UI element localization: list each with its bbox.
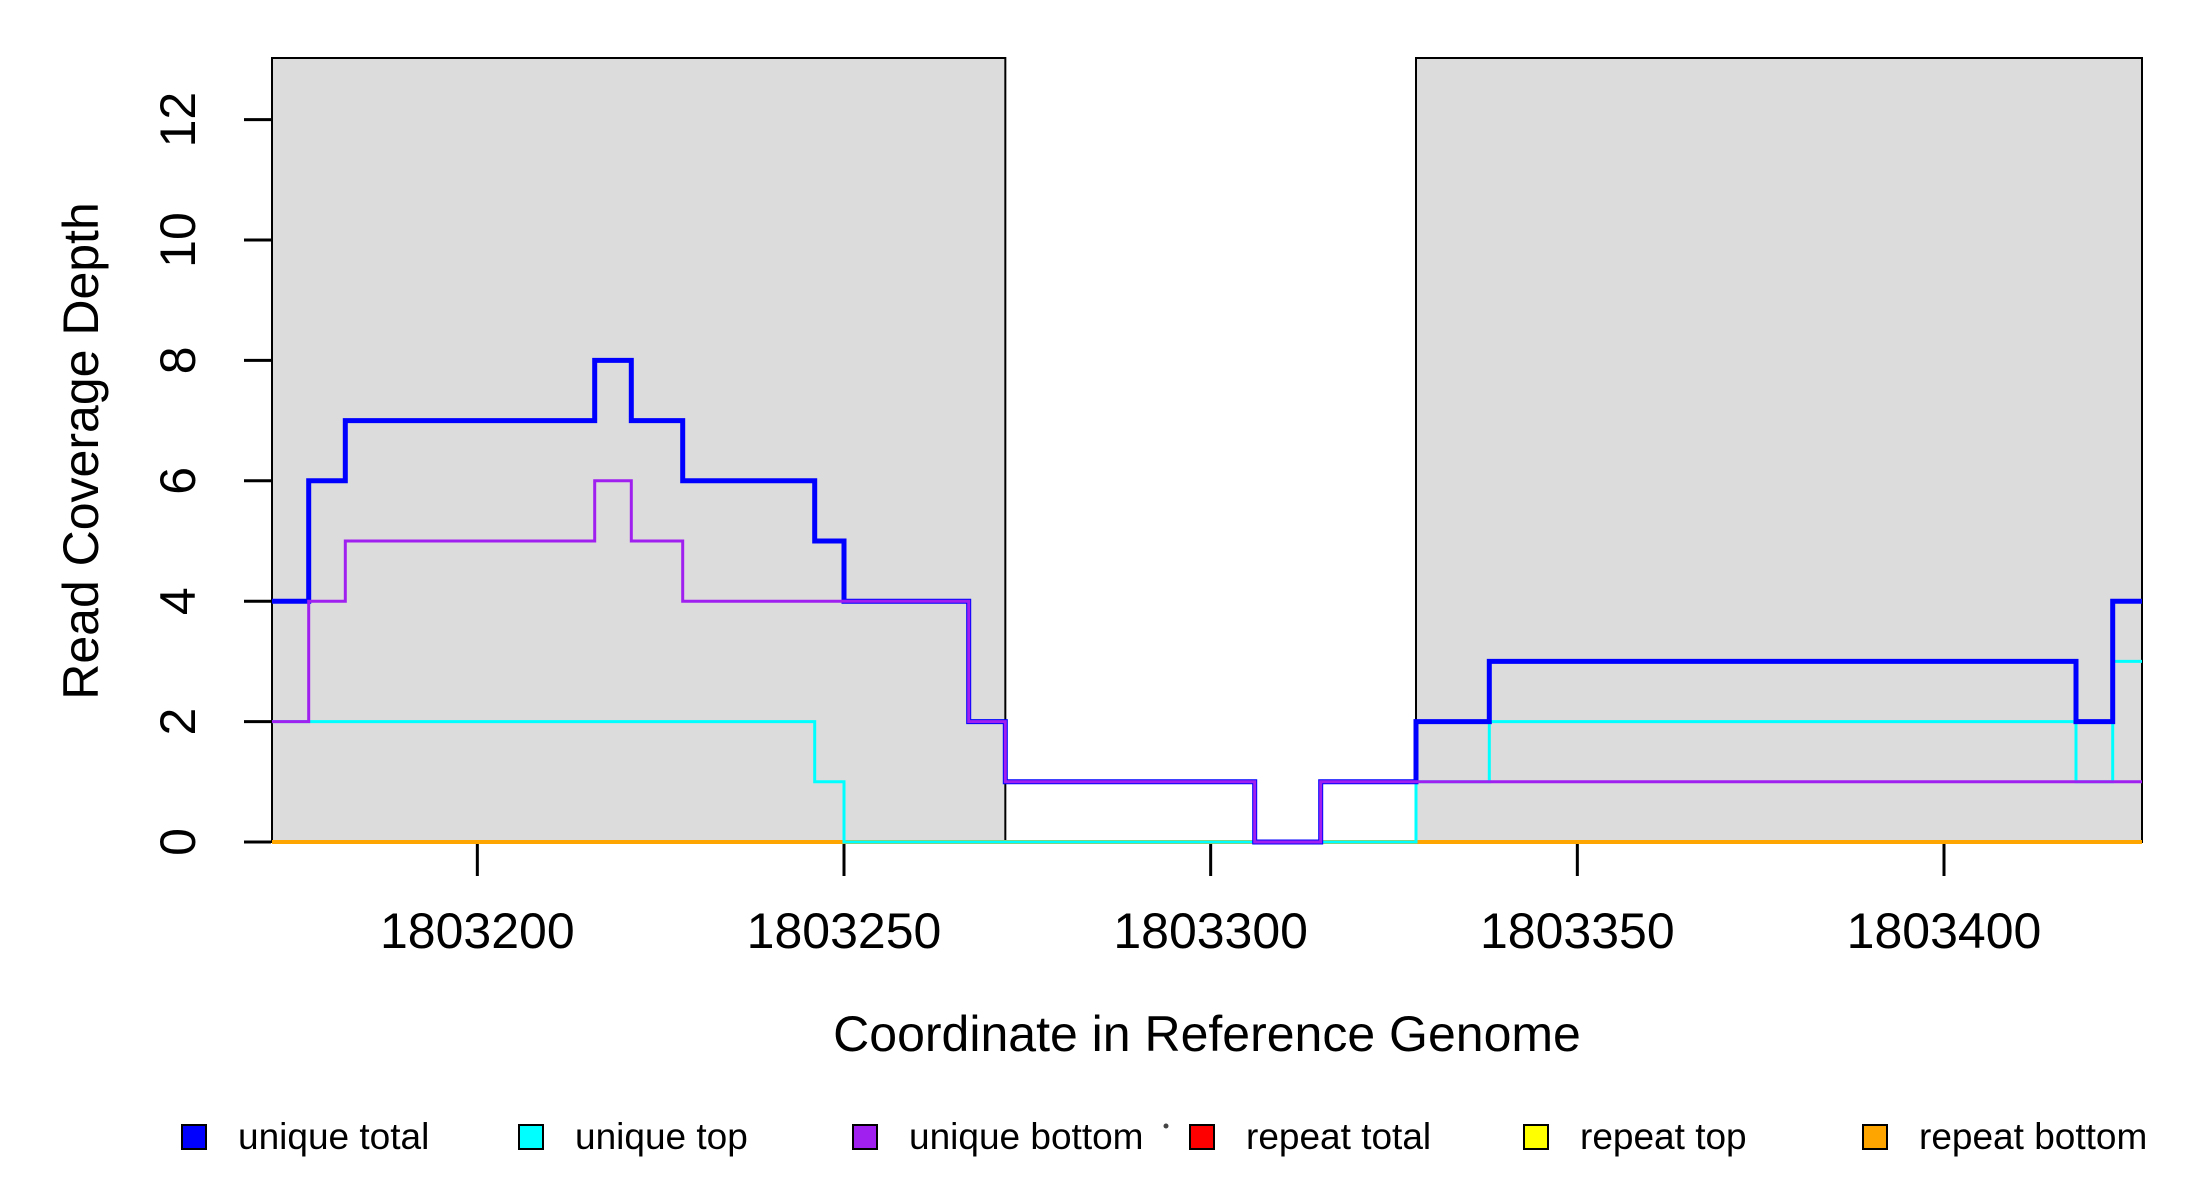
repeat-top-swatch-icon <box>1523 1124 1549 1150</box>
x-tick-label: 1803400 <box>1847 903 2042 959</box>
y-tick-label: 8 <box>150 346 206 374</box>
x-tick-label: 1803350 <box>1480 903 1675 959</box>
y-tick-label: 4 <box>150 587 206 615</box>
x-tick-label: 1803300 <box>1113 903 1308 959</box>
y-tick-label: 12 <box>150 92 206 148</box>
legend-item-repeat-bottom: repeat bottom <box>1862 1116 2147 1158</box>
legend-label: unique bottom <box>909 1116 1144 1157</box>
legend-item-unique-top: unique top <box>518 1116 748 1158</box>
legend-label: repeat total <box>1246 1116 1432 1157</box>
shaded-region-2 <box>1415 57 2143 843</box>
y-tick-label: 0 <box>150 828 206 856</box>
y-tick-label: 6 <box>150 467 206 495</box>
x-tick-label: 1803250 <box>747 903 942 959</box>
legend-item-repeat-top: repeat top <box>1523 1116 1747 1158</box>
repeat-bottom-swatch-icon <box>1862 1124 1888 1150</box>
unique-bottom-swatch-icon <box>852 1124 878 1150</box>
unique-total-swatch-icon <box>181 1124 207 1150</box>
legend-item-unique-total: unique total <box>181 1116 429 1158</box>
y-tick-label: 10 <box>150 212 206 268</box>
legend-label: unique top <box>575 1116 748 1157</box>
y-tick-label: 2 <box>150 708 206 736</box>
legend-label: repeat top <box>1580 1116 1747 1157</box>
series-unique-bottom-line <box>272 479 2142 844</box>
x-tick-label: 1803200 <box>380 903 575 959</box>
legend-item-unique-bottom: unique bottom <box>852 1116 1144 1158</box>
stray-dot <box>1163 1123 1169 1129</box>
legend-label: unique total <box>238 1116 430 1157</box>
unique-top-swatch-icon <box>518 1124 544 1150</box>
shaded-region-1 <box>271 57 1007 843</box>
legend-item-repeat-total: repeat total <box>1189 1116 1431 1158</box>
y-axis-title: Read Coverage Depth <box>53 202 109 700</box>
x-axis-title: Coordinate in Reference Genome <box>833 1006 1581 1062</box>
repeat-total-swatch-icon <box>1189 1124 1215 1150</box>
legend-label: repeat bottom <box>1919 1116 2148 1157</box>
